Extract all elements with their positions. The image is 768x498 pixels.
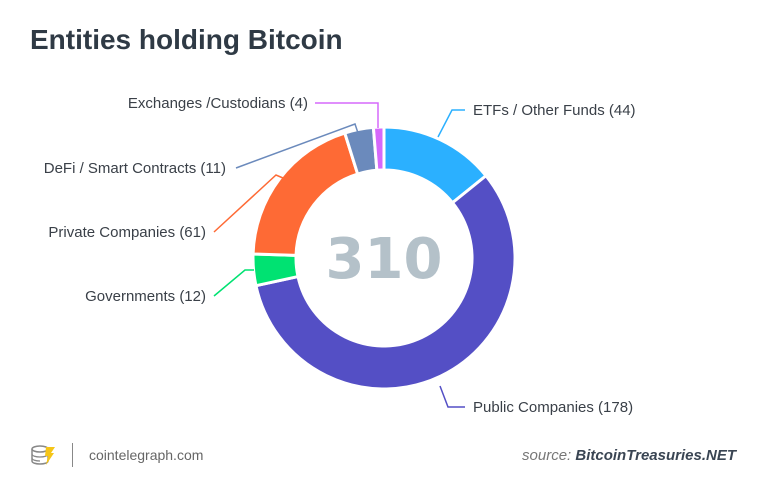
leader-line-1 [439,385,465,408]
leader-line-2 [213,269,254,297]
slice-label-5: Exchanges /Custodians (4) [128,95,308,112]
slice-label-0: ETFs / Other Funds (44) [473,102,636,119]
leader-line-5 [315,102,379,128]
slice-1 [254,174,517,391]
slice-label-4: DeFi / Smart Contracts (11) [44,160,226,177]
leader-line-3 [213,174,284,233]
source-credit: source: BitcoinTreasuries.NET [522,447,736,464]
source-name: BitcoinTreasuries.NET [575,447,736,464]
source-prefix: source: [522,447,572,464]
footer-brand: cointelegraph.com [30,442,203,468]
slice-5 [371,125,386,172]
slice-label-3: Private Companies (61) [48,224,206,241]
leader-line-0 [437,109,465,138]
slice-label-2: Governments (12) [85,288,206,305]
slice-label-1: Public Companies (178) [473,399,633,416]
divider [72,443,73,467]
leader-line-4 [235,123,359,169]
brand-name: cointelegraph.com [89,447,204,463]
cointelegraph-logo-icon [31,445,55,465]
chart-title: Entities holding Bitcoin [30,24,343,55]
center-total: 310 [326,227,443,292]
